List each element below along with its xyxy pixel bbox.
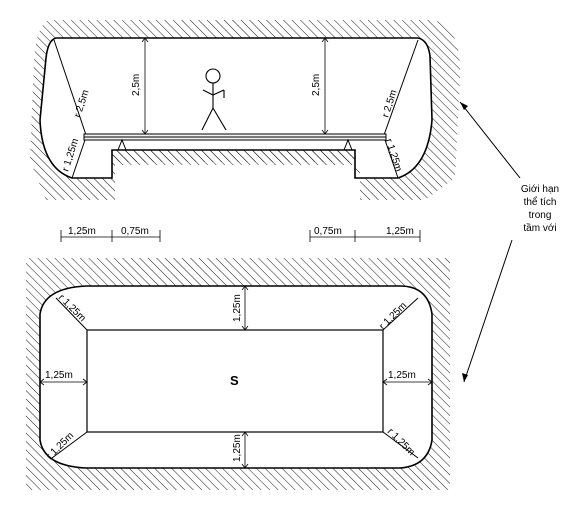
bottom-top-label: 1,25m	[232, 294, 243, 322]
person-legs	[201, 106, 227, 131]
r-right-upper-label: r 2,5m	[380, 89, 399, 119]
top-view: 2,5m 2,5m r 2,5m r 1,25m r 2,5m r 1,25m	[30, 20, 461, 200]
height-left-arrows	[141, 37, 149, 135]
right-lower-radius-line	[383, 136, 399, 179]
annotation-line-4: tầm với	[523, 222, 556, 234]
bottom-view: 1,25m 1,25m 1,25m 1,25m S r 1,25m r 1,25…	[26, 258, 450, 490]
arrow-to-bottom-view	[463, 239, 513, 383]
dim-left-inner: 0,75m	[121, 226, 149, 237]
left-support	[117, 138, 127, 151]
dim-right-outer: 1,25m	[386, 226, 414, 237]
dim-bottom-arrows	[241, 431, 249, 469]
arrow-to-top-view	[459, 101, 521, 179]
r-left-lower-label: r 1,25m	[60, 137, 81, 173]
work-area-rect	[86, 329, 384, 433]
corner-tr-label: r 1,25m	[377, 300, 409, 332]
corner-br-label: r 1,25m	[385, 426, 417, 458]
height-right-label: 2,5m	[311, 74, 322, 96]
dimension-row: 1,25m 0,75m 0,75m 1,25m	[60, 226, 421, 242]
right-radius-line	[383, 39, 419, 136]
annotation-line-3: trong	[529, 210, 552, 221]
right-support	[343, 138, 353, 151]
corner-bl-label: r 1,25m	[44, 430, 76, 462]
corner-line-bl	[51, 431, 88, 459]
dim-right-inner: 0,75m	[314, 226, 342, 237]
corner-line-tl	[55, 297, 88, 331]
bottom-right-label: 1,25m	[388, 370, 416, 381]
annotation-line-1: Giới hạn	[521, 184, 559, 195]
dim-left-outer: 1,25m	[68, 226, 96, 237]
left-radius-line	[53, 39, 87, 136]
top-envelope-hatch	[30, 20, 461, 200]
person-arms	[202, 89, 225, 98]
arrow-head-top	[460, 102, 468, 110]
annotation: Giới hạn thể tích trong tầm với	[459, 101, 559, 383]
corner-tl-label: r 1,25m	[56, 292, 88, 324]
area-s-label: S	[230, 373, 239, 388]
r-right-lower-label: r 1,25m	[383, 137, 404, 173]
height-left-label: 2,5m	[131, 74, 142, 96]
person-figure	[201, 68, 227, 131]
height-right-arrows	[321, 37, 329, 135]
bottom-bottom-label: 1,25m	[232, 434, 243, 462]
corner-line-tr	[382, 297, 419, 331]
bottom-left-label: 1,25m	[45, 370, 73, 381]
dim-right-arrows	[382, 378, 433, 386]
arrow-head-bottom	[462, 373, 468, 382]
left-lower-radius-line	[71, 136, 87, 179]
r-left-upper-label: r 2,5m	[72, 89, 91, 119]
bottom-hatch	[26, 258, 450, 490]
person-head	[205, 68, 221, 84]
dim-left-arrows	[39, 378, 88, 386]
annotation-line-2: thể tích	[524, 196, 557, 208]
ground-hatch	[112, 150, 355, 162]
bottom-envelope-outline	[39, 285, 433, 469]
dim-top-arrows	[241, 285, 249, 331]
corner-line-br	[382, 431, 419, 459]
